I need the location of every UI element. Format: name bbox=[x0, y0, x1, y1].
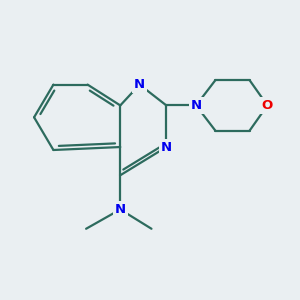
Text: N: N bbox=[190, 99, 202, 112]
Text: N: N bbox=[134, 78, 145, 91]
Text: N: N bbox=[115, 203, 126, 216]
Text: O: O bbox=[262, 99, 273, 112]
Text: N: N bbox=[161, 140, 172, 154]
